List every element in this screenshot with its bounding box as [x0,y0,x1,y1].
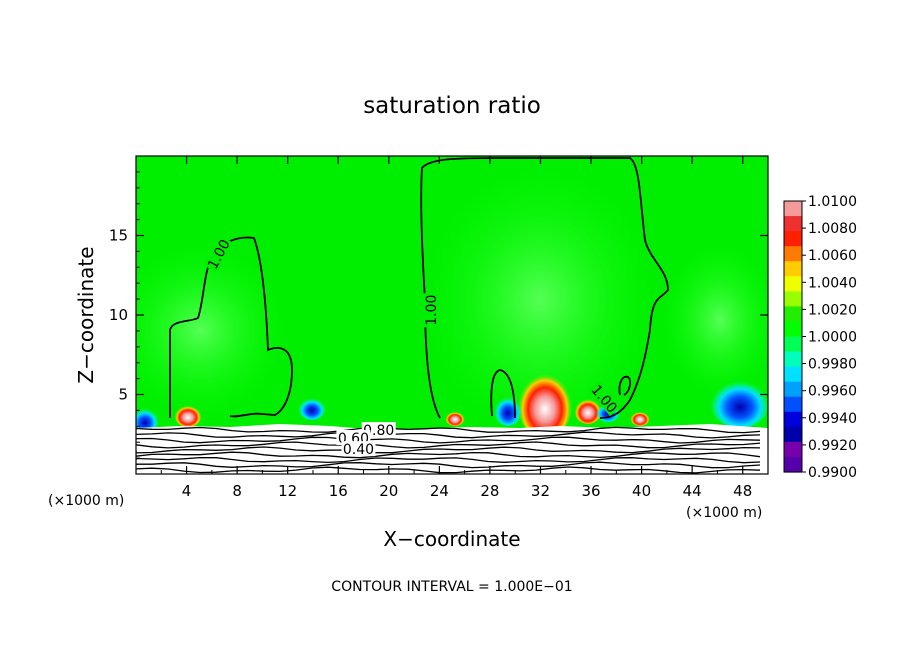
colorbar-swatch-0 [784,201,802,217]
lower-contour-6 [136,456,761,464]
colorbar-swatch-11 [784,366,802,383]
x-tick-label-10: 44 [683,482,702,500]
lower-contour-1 [136,431,761,439]
colorbar: 1.0100 1.0080 1.0060 1.0040 1.0020 1.0000 0.99… [783,194,857,481]
field-anomaly-6 [574,396,602,424]
colorbar-label-7: 0.9960 [808,384,857,400]
x-tick-label-6: 28 [480,482,499,500]
field-anomaly-2 [660,240,768,400]
y-axis-label: Z−coordinate [74,246,98,383]
lower-contour-7 [136,461,761,469]
colorbar-label-3: 1.0040 [808,275,857,291]
contour-left-cloud [169,236,293,418]
x-unit-left: (×1000 m) [48,493,124,509]
x-tick-label-7: 32 [531,482,550,500]
colorbar-swatch-15 [784,426,802,443]
x-tick-label-1: 8 [232,482,242,500]
field-anomaly-7 [630,410,650,426]
x-axis-ticks: 4 8 12 16 20 24 28 32 36 40 44 48 [160,156,752,500]
colorbar-swatch-13 [784,396,802,413]
x-tick-label-0: 4 [182,482,192,500]
colorbar-swatch-17 [784,456,802,473]
y-axis-ticks: 5 10 15 [109,171,768,459]
x-tick-label-4: 20 [379,482,398,500]
lower-contour-3 [136,441,761,449]
contour-small-loop [618,375,631,396]
colorbar-label-6: 0.9980 [808,357,857,373]
field-anomalies [136,160,768,440]
contour-label-text: 0.40 [343,442,374,458]
y-tick-label-1: 10 [109,306,128,324]
colorbar-label-8: 0.9940 [808,411,857,427]
field-anomaly-4 [445,410,465,426]
contour-label-text: 0.80 [363,423,394,439]
field-anomaly-9 [298,396,326,420]
colorbar-swatch-3 [784,246,802,262]
colorbar-swatch-14 [784,411,802,428]
lower-contour-8 [136,466,761,474]
colorbar-swatch-7 [784,306,802,323]
colorbar-swatch-8 [784,321,802,338]
contour-label-1: 1.00 [422,293,440,328]
colorbar-swatch-9 [784,336,802,353]
lower-layer [136,424,768,474]
colorbar-swatch-5 [784,276,802,292]
lower-contour-4 [136,446,761,454]
contour-central-cloud [420,157,669,419]
cloud-contours [169,157,669,419]
x-tick-label-3: 16 [329,482,348,500]
y-tick-label-0: 5 [118,386,128,404]
field-anomaly-3 [174,403,202,427]
colorbar-swatch-6 [784,291,802,307]
colorbar-swatch-12 [784,381,802,398]
x-axis-label: X−coordinate [383,527,520,551]
contour-interval-note: CONTOUR INTERVAL = 1.000E−01 [331,579,572,595]
contour-label-text: 1.00 [424,295,440,326]
x-tick-label-5: 24 [430,482,449,500]
field-anomaly-1 [420,160,660,440]
x-tick-label-8: 36 [581,482,600,500]
colorbar-label-10: 0.9900 [808,465,857,481]
colorbar-swatch-1 [784,216,802,232]
x-tick-label-2: 12 [278,482,297,500]
x-tick-label-11: 48 [733,482,752,500]
colorbar-swatch-16 [784,441,802,458]
colorbar-swatch-10 [784,351,802,368]
x-unit-right: (×1000 m) [686,505,762,521]
field-anomaly-10 [494,394,522,426]
colorbar-label-9: 0.9920 [808,438,857,454]
colorbar-label-1: 1.0080 [808,221,857,237]
contour-label-5: 0.40 [341,441,376,458]
colorbar-label-0: 1.0100 [808,194,857,210]
contour-label-3: 0.80 [361,422,396,439]
colorbar-label-2: 1.0060 [808,248,857,264]
lower-contours [136,426,761,474]
colorbar-swatch-2 [784,231,802,247]
y-tick-label-2: 15 [109,227,128,245]
field-anomaly-5 [517,366,573,438]
colorbar-swatch-4 [784,261,802,277]
lower-contour-0 [136,426,761,434]
colorbar-label-5: 1.0000 [808,330,857,346]
field-anomaly-11 [710,376,768,428]
lower-contour-5 [136,451,761,459]
x-tick-label-9: 40 [632,482,651,500]
saturation-field: 1.001.001.000.800.600.40 [136,156,768,474]
colorbar-label-4: 1.0020 [808,302,857,318]
contour-central-right-lobe [490,369,516,419]
chart-title: saturation ratio [363,93,541,119]
field-anomaly-0 [136,240,290,420]
field-anomaly-8 [136,406,159,434]
lower-contour-2 [136,436,761,444]
